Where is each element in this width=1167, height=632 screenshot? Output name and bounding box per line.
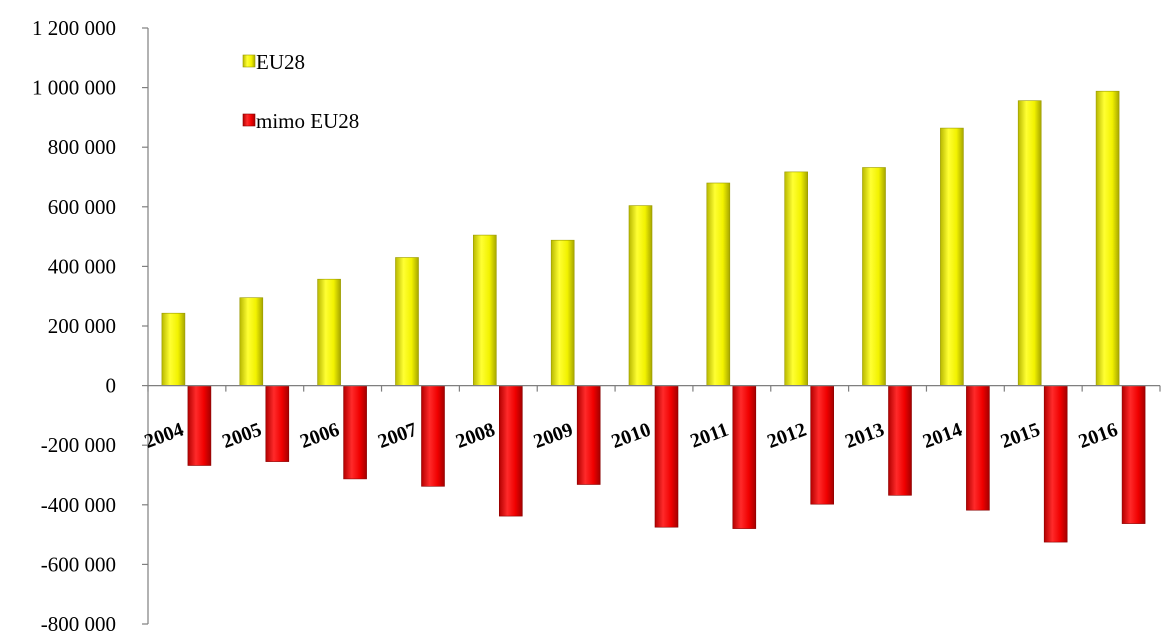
bar-mimo-eu28-2007 [421,385,445,487]
legend-swatch-eu28 [242,54,256,68]
bar-mimo-eu28-2012 [810,385,835,505]
y-tick-label: 0 [106,374,117,398]
y-tick-label: 1 000 000 [32,76,116,100]
bar-mimo-eu28-2013 [888,385,912,496]
x-tick-label: 2008 [453,419,498,453]
bar-mimo-eu28-2014 [966,385,990,511]
bar-eu28-2007 [395,257,419,386]
x-tick-label: 2013 [842,419,887,453]
bar-mimo-eu28-2011 [732,385,757,529]
axes-layer [142,27,1161,625]
x-tick-label: 2005 [219,419,264,453]
bar-eu28-2010 [628,205,653,386]
legend-label-mimo-eu28: mimo EU28 [256,109,359,133]
bar-mimo-eu28-2016 [1121,385,1146,524]
x-tick-label: 2014 [920,419,965,453]
x-tick-label: 2012 [764,419,809,453]
y-tick-label: -600 000 [41,552,116,576]
bar-eu28-2004 [161,312,186,386]
x-tick-label: 2015 [998,419,1043,453]
y-tick-label: -800 000 [41,612,116,632]
bar-eu28-2014 [940,127,964,386]
y-tick-label: 800 000 [48,135,116,159]
y-tick-label: -200 000 [41,433,116,457]
legend: EU28 mimo EU28 [242,50,359,133]
bar-eu28-2011 [706,182,731,386]
x-tick-label: 2011 [687,419,731,453]
legend-swatch-mimo-eu28 [242,113,256,127]
x-tick-label: 2009 [531,419,576,453]
bar-mimo-eu28-2008 [498,385,523,517]
bar-eu28-2013 [862,167,886,386]
y-tick-label: 1 200 000 [32,16,116,40]
bar-mimo-eu28-2010 [654,385,679,528]
y-tick-label: 400 000 [48,254,116,278]
bar-eu28-2016 [1095,90,1120,386]
bar-eu28-2006 [317,278,341,386]
bars-layer [161,90,1146,543]
bar-eu28-2015 [1017,100,1042,386]
bar-mimo-eu28-2006 [343,385,367,480]
bar-mimo-eu28-2004 [187,385,212,466]
bar-eu28-2012 [784,171,809,386]
x-tick-label: 2016 [1076,419,1121,453]
bar-eu28-2009 [550,239,575,386]
bar-eu28-2005 [239,297,264,386]
bar-mimo-eu28-2005 [265,385,290,462]
x-tick-label: 2006 [297,419,342,453]
x-tick-label: 2007 [375,419,420,453]
legend-label-eu28: EU28 [256,50,305,74]
bar-mimo-eu28-2009 [576,385,601,485]
x-tick-label: 2010 [609,419,654,453]
bar-eu28-2008 [472,234,497,386]
y-tick-label: -400 000 [41,493,116,517]
y-tick-label: 600 000 [48,195,116,219]
y-tick-label: 200 000 [48,314,116,338]
bar-mimo-eu28-2015 [1043,385,1068,543]
